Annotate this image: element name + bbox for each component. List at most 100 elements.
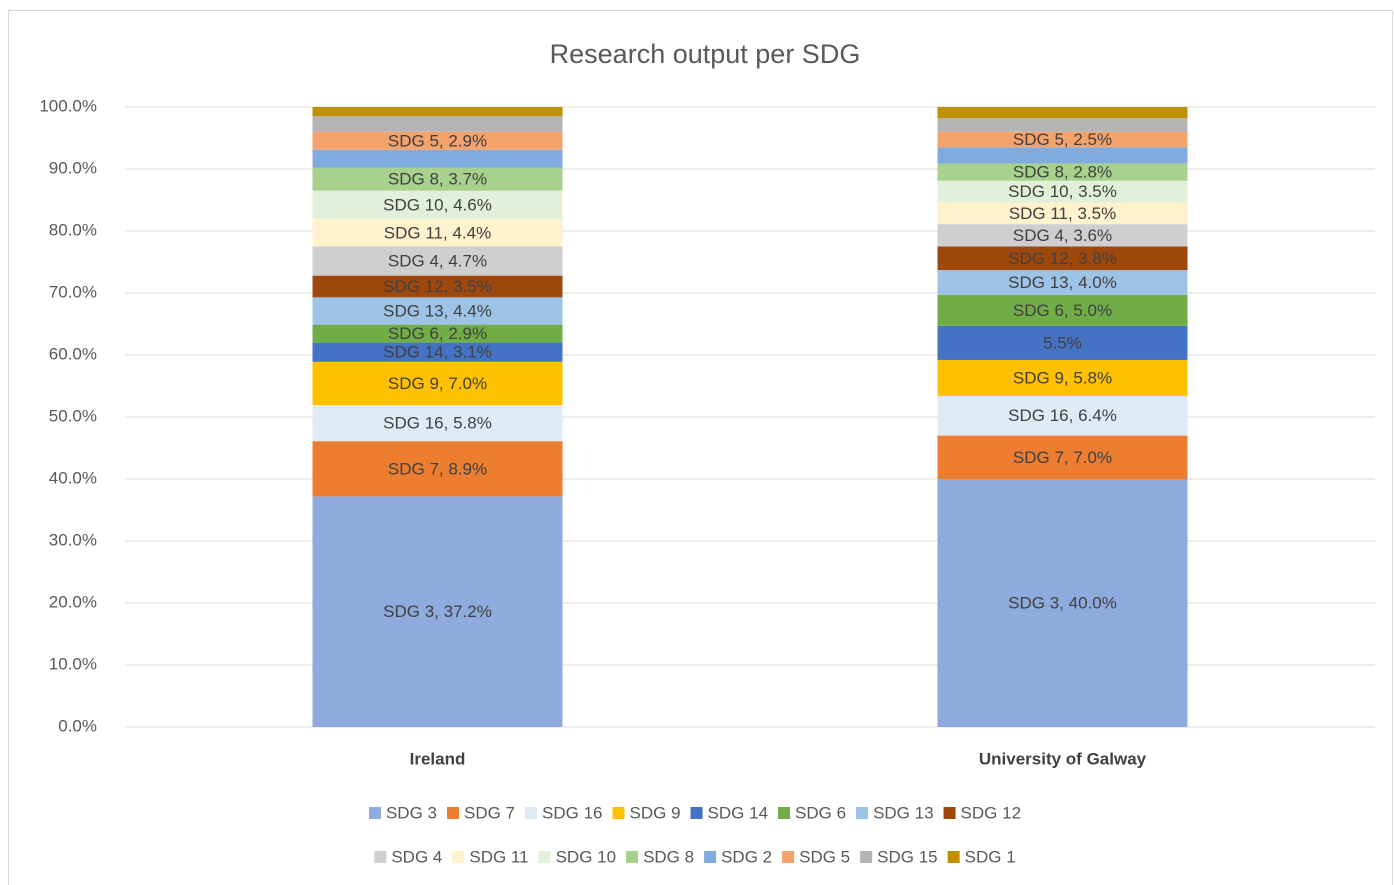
bar-segment xyxy=(937,435,1188,479)
legend-swatch xyxy=(782,851,795,863)
data-label: SDG 8, 2.8% xyxy=(1013,163,1112,182)
y-tick-label: 10.0% xyxy=(49,654,97,673)
legend-label: SDG 16 xyxy=(542,803,602,822)
bar-segment xyxy=(312,246,563,276)
bar-segment xyxy=(937,294,1188,326)
data-label: SDG 5, 2.5% xyxy=(1013,130,1112,149)
legend-swatch xyxy=(626,851,639,863)
bar-segment xyxy=(312,167,563,191)
legend-swatch xyxy=(856,807,869,819)
y-tick-label: 20.0% xyxy=(49,592,97,611)
legend-swatch xyxy=(860,851,873,863)
y-tick-label: 90.0% xyxy=(49,158,97,177)
data-label: SDG 14, 3.1% xyxy=(383,343,492,362)
bar-segment xyxy=(937,479,1188,727)
legend-label: SDG 4 xyxy=(391,847,442,866)
bar-segment xyxy=(312,405,563,442)
y-tick-label: 70.0% xyxy=(49,282,97,301)
bar-segment xyxy=(937,224,1188,247)
data-label: SDG 10, 4.6% xyxy=(383,195,492,214)
data-label: SDG 12, 3.5% xyxy=(383,277,492,296)
data-label: SDG 9, 7.0% xyxy=(388,374,487,393)
bar-segment xyxy=(937,270,1188,295)
data-label: SDG 4, 4.7% xyxy=(388,252,487,271)
bar-segment xyxy=(312,190,563,220)
data-label: SDG 7, 8.9% xyxy=(388,459,487,478)
bar-segment xyxy=(312,131,563,150)
bar-segment xyxy=(937,131,1188,148)
legend-label: SDG 2 xyxy=(721,847,772,866)
y-tick-label: 80.0% xyxy=(49,220,97,239)
legend-label: SDG 3 xyxy=(386,803,437,822)
legend-label: SDG 12 xyxy=(961,803,1021,822)
data-label: SDG 16, 6.4% xyxy=(1008,406,1117,425)
bar-segment xyxy=(937,202,1188,225)
data-label: 5.5% xyxy=(1043,333,1082,352)
legend-swatch xyxy=(778,807,791,819)
legend-swatch xyxy=(447,807,459,819)
legend-label: SDG 11 xyxy=(469,847,528,866)
bar-segment xyxy=(937,163,1188,181)
legend-swatch xyxy=(368,807,381,819)
y-tick-label: 40.0% xyxy=(49,468,97,487)
data-label: SDG 8, 3.7% xyxy=(388,170,487,189)
bar-segment xyxy=(312,297,563,325)
data-label: SDG 6, 5.0% xyxy=(1013,301,1112,320)
bar-segment xyxy=(312,342,563,362)
bar-segment xyxy=(937,325,1188,360)
data-label: SDG 16, 5.8% xyxy=(383,414,492,433)
legend-label: SDG 15 xyxy=(877,847,937,866)
x-tick-label: Ireland xyxy=(410,749,466,768)
data-label: SDG 9, 5.8% xyxy=(1013,368,1112,387)
y-tick-label: 30.0% xyxy=(49,530,97,549)
bar-segment xyxy=(312,361,563,406)
bar-segment xyxy=(312,275,563,298)
legend-label: SDG 9 xyxy=(630,803,681,822)
legend-row: SDG 3 SDG 7 SDG 16 SDG 9 SDG 14 SDG 6 SDG 13 SD… xyxy=(368,803,1021,822)
bar-segment xyxy=(312,441,563,497)
legend-swatch xyxy=(374,851,387,863)
legend-label: SDG 13 xyxy=(873,803,933,822)
data-label: SDG 3, 37.2% xyxy=(383,602,492,621)
data-label: SDG 11, 4.4% xyxy=(384,223,491,242)
data-label: SDG 13, 4.4% xyxy=(383,301,492,320)
y-tick-label: 50.0% xyxy=(49,406,97,425)
legend-label: SDG 14 xyxy=(708,803,768,822)
legend-row: SDG 4 SDG 11 SDG 10 SDG 8 SDG 2 SDG 5 SDG 15 SD… xyxy=(374,847,1016,866)
bar-segment xyxy=(937,107,1188,119)
chart-title: Research output per SDG xyxy=(550,39,861,69)
y-tick-label: 60.0% xyxy=(49,344,97,363)
legend-label: SDG 1 xyxy=(965,847,1016,866)
legend-label: SDG 7 xyxy=(464,803,515,822)
legend-label: SDG 6 xyxy=(795,803,846,822)
data-label: SDG 3, 40.0% xyxy=(1008,593,1117,612)
bar-segment xyxy=(937,246,1188,271)
y-tick-label: 0.0% xyxy=(58,716,97,735)
x-tick-label: University of Galway xyxy=(979,749,1147,768)
bar-segment xyxy=(312,219,563,247)
bar-segment xyxy=(312,496,563,727)
data-label: SDG 12, 3.8% xyxy=(1008,249,1117,268)
bar-segment xyxy=(312,149,563,168)
bar-segment xyxy=(937,147,1188,164)
legend-swatch xyxy=(943,807,956,819)
bar-segment xyxy=(937,359,1188,396)
bar-segment xyxy=(312,107,563,117)
bar-segment xyxy=(937,180,1188,203)
bar-segment xyxy=(937,395,1188,436)
legend-swatch xyxy=(947,851,960,863)
legend-swatch xyxy=(525,807,538,819)
data-label: SDG 10, 3.5% xyxy=(1008,182,1117,201)
legend-swatch xyxy=(704,851,717,863)
bar-segment xyxy=(312,116,563,132)
data-label: SDG 4, 3.6% xyxy=(1013,226,1112,245)
legend-swatch xyxy=(452,851,465,863)
data-label: SDG 6, 2.9% xyxy=(388,324,487,343)
legend-swatch xyxy=(612,807,625,819)
legend-label: SDG 5 xyxy=(799,847,850,866)
legend-swatch xyxy=(538,851,551,863)
data-label: SDG 5, 2.9% xyxy=(388,131,487,150)
bar-segment xyxy=(312,324,563,343)
y-tick-label: 100.0% xyxy=(39,96,97,115)
